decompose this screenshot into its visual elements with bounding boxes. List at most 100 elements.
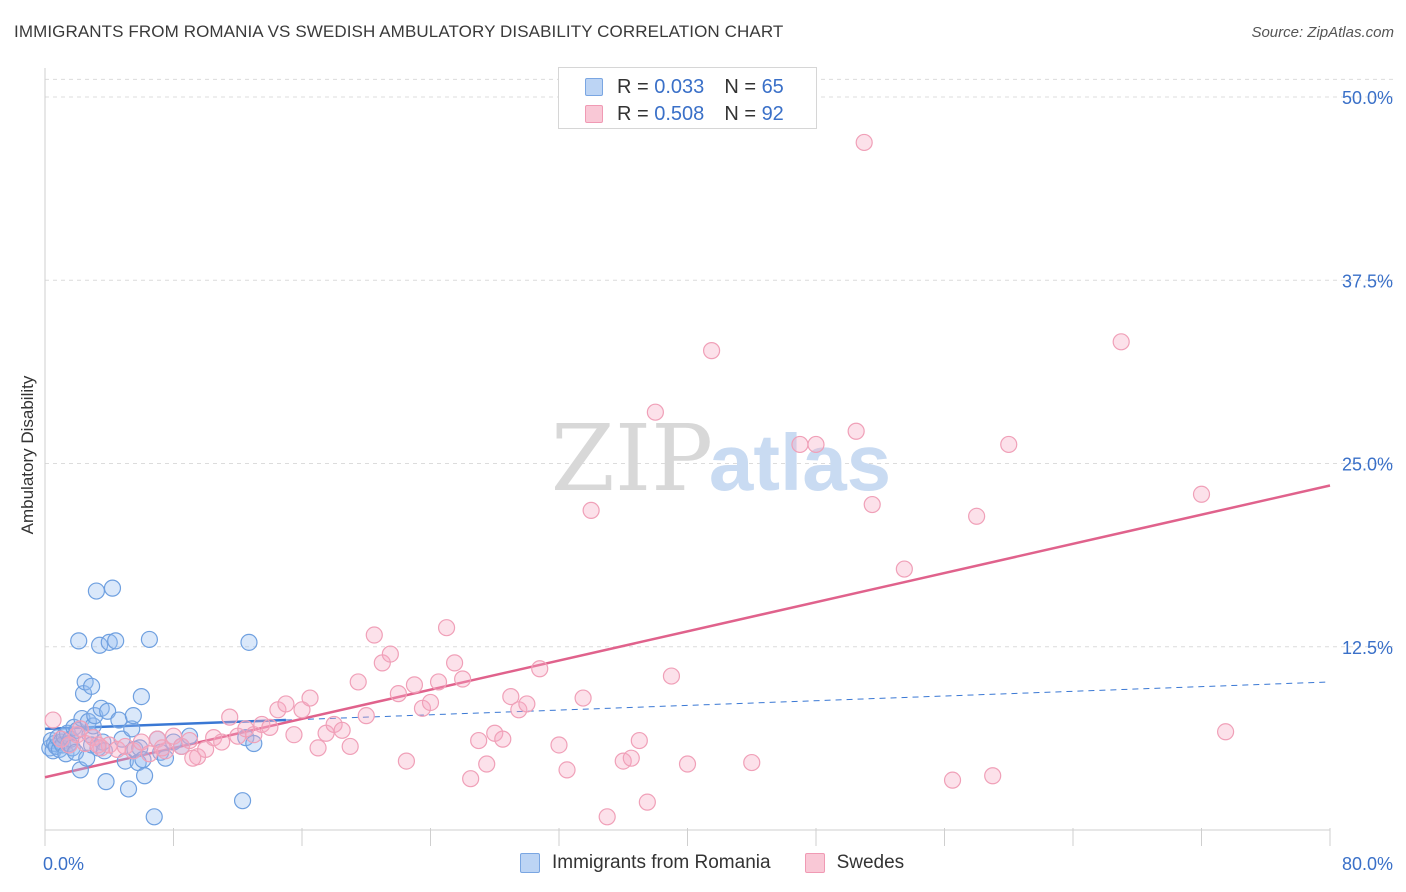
legend-row-swedes: R = 0.508 N = 92 xyxy=(585,100,784,128)
legend-n-value: 92 xyxy=(761,102,784,125)
data-point-swedes xyxy=(478,755,496,773)
x-tick-label: 0.0% xyxy=(43,854,84,874)
data-point-swedes xyxy=(429,673,448,691)
data-point-swedes xyxy=(807,435,825,454)
series-swatch-romania xyxy=(520,853,540,873)
data-point-swedes xyxy=(895,560,913,578)
data-point-swedes xyxy=(638,793,656,811)
data-point-swedes xyxy=(381,645,399,663)
data-point-romania xyxy=(100,633,118,651)
data-point-romania xyxy=(82,677,101,695)
data-point-romania xyxy=(123,720,141,738)
data-point-swedes xyxy=(847,422,865,440)
legend-n-label: N = xyxy=(724,75,756,98)
data-point-romania xyxy=(145,808,163,826)
series-legend-item-swedes[interactable]: Swedes xyxy=(804,852,904,874)
data-point-romania xyxy=(156,749,175,767)
data-point-swedes xyxy=(518,695,536,713)
axes xyxy=(44,68,1331,846)
trend-line-romania-extension xyxy=(285,681,1331,721)
chart-title: IMMIGRANTS FROM ROMANIA VS SWEDISH AMBUL… xyxy=(14,22,784,41)
data-point-swedes xyxy=(365,626,383,644)
data-point-swedes xyxy=(301,689,319,707)
data-point-romania xyxy=(135,767,154,785)
data-point-romania xyxy=(97,773,115,791)
data-point-romania xyxy=(140,630,159,649)
data-point-romania xyxy=(119,780,138,798)
legend-r-label: R = xyxy=(617,102,649,125)
data-point-swedes xyxy=(863,495,881,514)
legend-row-romania: R = 0.033 N = 65 xyxy=(585,73,784,101)
watermark-zip: ZIP xyxy=(551,405,713,512)
legend-swatch-romania xyxy=(585,78,603,96)
watermark-atlas: atlas xyxy=(709,418,891,507)
data-point-swedes xyxy=(89,736,107,754)
data-point-swedes xyxy=(213,733,231,751)
data-point-swedes xyxy=(1112,333,1130,351)
y-tick-label: 25.0% xyxy=(1342,455,1393,475)
data-point-swedes xyxy=(502,687,520,706)
data-point-swedes xyxy=(197,740,215,758)
data-point-swedes xyxy=(582,501,600,520)
data-point-swedes xyxy=(261,718,279,736)
data-point-swedes xyxy=(943,771,962,789)
data-point-swedes xyxy=(389,685,407,703)
data-point-romania xyxy=(124,707,142,725)
legend-n-label: N = xyxy=(724,102,756,125)
data-point-romania xyxy=(78,749,96,767)
data-point-swedes xyxy=(702,342,721,360)
data-point-romania xyxy=(70,632,88,650)
data-point-swedes xyxy=(405,676,424,694)
data-point-swedes xyxy=(630,731,648,750)
data-point-romania xyxy=(132,687,150,706)
data-point-swedes xyxy=(462,770,480,788)
data-point-romania xyxy=(91,636,109,654)
data-point-swedes xyxy=(421,693,440,712)
y-tick-label: 50.0% xyxy=(1342,88,1393,108)
data-point-swedes xyxy=(531,660,549,678)
data-point-swedes xyxy=(855,133,873,152)
data-point-swedes xyxy=(1216,723,1235,741)
data-point-romania xyxy=(107,632,125,650)
data-points xyxy=(41,133,1235,826)
data-point-romania xyxy=(99,702,117,720)
x-tick-label: 80.0% xyxy=(1342,854,1393,874)
data-point-swedes xyxy=(1000,435,1018,454)
y-tick-label: 37.5% xyxy=(1342,271,1393,291)
data-point-swedes xyxy=(678,755,697,773)
data-point-swedes xyxy=(293,701,311,719)
data-point-swedes xyxy=(205,729,223,747)
data-point-swedes xyxy=(984,767,1002,785)
correlation-legend: R = 0.033 N = 65 R = 0.508 N = 92 xyxy=(558,67,817,129)
data-point-swedes xyxy=(156,742,175,760)
data-point-swedes xyxy=(791,435,809,454)
data-point-swedes xyxy=(558,761,576,779)
data-point-swedes xyxy=(221,708,239,726)
legend-swatch-swedes xyxy=(585,105,603,123)
data-point-swedes xyxy=(445,654,464,672)
legend-r-value: 0.033 xyxy=(654,75,705,98)
series-swatch-swedes xyxy=(804,853,825,873)
data-point-swedes xyxy=(277,695,295,713)
series-legend: Immigrants from Romania Swedes xyxy=(520,852,938,874)
data-point-romania xyxy=(233,792,252,810)
data-point-swedes xyxy=(44,711,62,729)
legend-n-value: 65 xyxy=(761,75,784,98)
series-legend-label: Immigrants from Romania xyxy=(552,852,771,873)
data-point-swedes xyxy=(285,726,303,744)
data-point-swedes xyxy=(470,731,488,750)
data-point-romania xyxy=(245,734,263,753)
data-point-swedes xyxy=(574,689,592,707)
data-point-swedes xyxy=(968,507,986,525)
series-legend-item-romania[interactable]: Immigrants from Romania xyxy=(520,852,771,874)
data-point-swedes xyxy=(333,721,351,739)
data-point-swedes xyxy=(622,749,640,767)
data-point-romania xyxy=(87,582,106,600)
data-point-swedes xyxy=(184,749,202,767)
data-point-swedes xyxy=(550,736,568,754)
data-point-romania xyxy=(240,633,258,651)
source-label: Source: ZipAtlas.com xyxy=(1251,24,1394,41)
data-point-swedes xyxy=(1192,485,1211,503)
